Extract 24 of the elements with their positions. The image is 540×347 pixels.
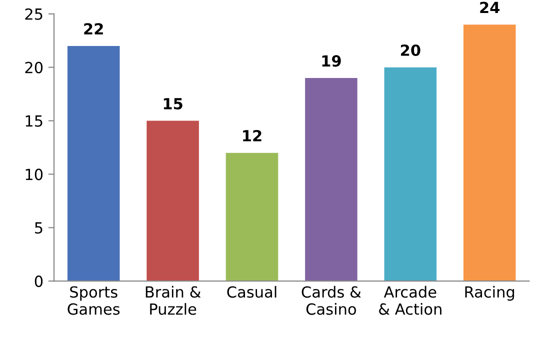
data-label: 12 [243,130,262,142]
y-tick-label: 10 [26,168,43,180]
bar [67,46,120,282]
y-tick-label: 5 [35,222,42,234]
x-tick-label: Arcade & Action [379,286,442,315]
bar [305,78,358,282]
x-tick-label: Sports Games [68,286,120,315]
bar [384,67,437,282]
x-tick-label: Brain & Puzzle [146,286,201,315]
x-tick-label: Cards & Casino [302,286,361,315]
bar [226,152,278,282]
y-tick-label: 0 [34,276,43,288]
y-tick-label: 20 [25,62,43,74]
data-label: 19 [322,55,341,67]
x-tick-label: Racing [465,286,514,301]
y-tick-label: 25 [25,8,42,20]
y-tick-label: 15 [26,115,42,127]
x-tick-label: Casual [227,286,276,298]
data-label: 22 [84,23,103,34]
bar [463,24,516,282]
data-label: 15 [164,98,182,110]
data-label: 24 [480,2,500,14]
bar [146,120,199,282]
data-label: 20 [400,44,420,56]
